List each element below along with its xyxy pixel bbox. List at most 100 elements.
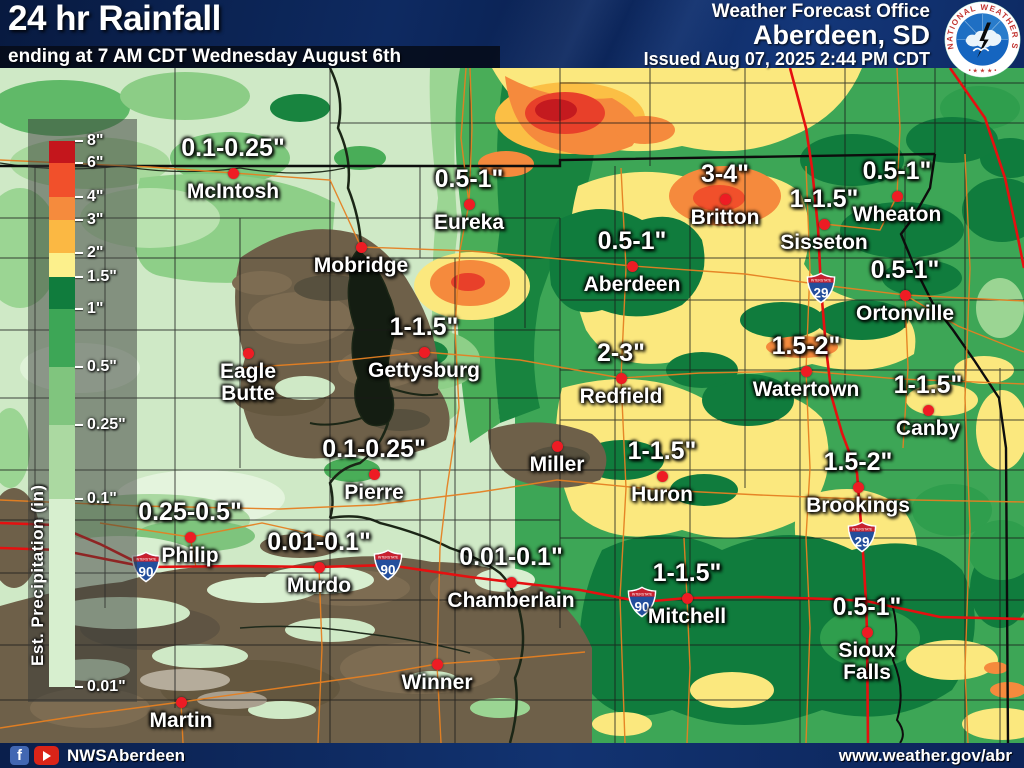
city-label: Mobridge [313, 254, 409, 277]
legend-tick [75, 276, 83, 278]
city-label: Mitchell [647, 605, 727, 628]
legend-tick-label: 2" [87, 244, 104, 261]
legend-tick-label: 0.1" [87, 490, 117, 507]
city-dot [853, 482, 864, 493]
rainfall-amount-label: 1.5-2" [823, 448, 893, 476]
logo-gull [972, 47, 990, 52]
rainfall-amount-label: 0.5-1" [434, 165, 504, 193]
city-label: Miller [529, 453, 585, 476]
city-label: Britton [690, 206, 760, 229]
state-borders [0, 152, 1010, 743]
rainfall-amount-label: 2-3" [597, 339, 645, 367]
city-label: Ortonville [855, 302, 955, 325]
legend-tick [75, 424, 83, 426]
youtube-icon [34, 746, 59, 765]
svg-text:90: 90 [634, 600, 649, 615]
interstate-90-shield: INTERSTATE 90 [373, 549, 403, 586]
svg-text:INTERSTATE: INTERSTATE [632, 592, 653, 596]
interstate-90-shield: INTERSTATE 90 [627, 586, 657, 623]
city-label: Redfield [579, 385, 663, 408]
legend-title: Est. Precipitation (in) [28, 484, 47, 666]
svg-text:90: 90 [380, 563, 395, 578]
legend-segment [49, 220, 75, 253]
nws-logo: NATIONAL WEATHER SERVICE • ★ ★ ★ • [944, 1, 1021, 78]
footer-bar: f NWSAberdeen www.weather.gov/abr [0, 743, 1024, 768]
city-dot [720, 194, 731, 205]
svg-text:INTERSTATE: INTERSTATE [136, 557, 157, 561]
legend-tick-label: 4" [87, 188, 104, 205]
city-label: Aberdeen [583, 273, 681, 296]
city-label: Eureka [433, 211, 505, 234]
legend-tick [75, 366, 83, 368]
city-label: Sioux Falls [838, 639, 896, 684]
subtitle-bar: ending at 7 AM CDT Wednesday August 6th [0, 46, 500, 68]
city-dot [228, 168, 239, 179]
subtitle-text: ending at 7 AM CDT Wednesday August 6th [8, 46, 402, 67]
city-label: McIntosh [186, 180, 280, 203]
legend-tick [75, 140, 83, 142]
legend-tick [75, 196, 83, 198]
rainfall-amount-label: 0.1-0.25" [322, 435, 426, 463]
city-label: Eagle Butte [219, 360, 277, 405]
interstate-29-shield: INTERSTATE 29 [806, 272, 836, 309]
rainfall-amount-label: 3-4" [701, 160, 749, 188]
city-dot [185, 532, 196, 543]
rainfall-amount-label: 0.5-1" [870, 256, 940, 284]
map-area: INTERSTATE 90 INTERSTATE 90 INTERSTATE 90 INTE… [0, 68, 1024, 743]
interstate-29-shield: INTERSTATE 29 [847, 521, 877, 558]
legend-tick-label: 1.5" [87, 268, 117, 285]
city-label: Philip [161, 544, 219, 567]
city-label: Brookings [806, 494, 910, 517]
rainfall-amount-label: 0.5-1" [597, 227, 667, 255]
shield-layer: INTERSTATE 90 INTERSTATE 90 INTERSTATE 90 INTE… [0, 68, 1024, 743]
legend-tick-label: 6" [87, 154, 104, 171]
city-label: Pierre [344, 481, 404, 504]
city-dot [801, 366, 812, 377]
city-dot [314, 562, 325, 573]
header-bar: 24 hr Rainfall ending at 7 AM CDT Wednes… [0, 0, 1024, 78]
city-dot [432, 659, 443, 670]
city-dot [464, 199, 475, 210]
city-dot [627, 261, 638, 272]
svg-text:90: 90 [138, 565, 153, 580]
city-dot [819, 219, 830, 230]
rainfall-amount-label: 1-1.5" [627, 437, 697, 465]
legend-tick-label: 0.01" [87, 678, 126, 695]
city-label: Wheaton [852, 203, 942, 226]
interstate-90-shield: INTERSTATE 90 [131, 551, 161, 588]
rainfall-amount-label: 1-1.5" [389, 313, 459, 341]
rainfall-amount-label: 0.1-0.25" [181, 134, 285, 162]
city-label: Winner [401, 671, 473, 694]
city-dot [176, 697, 187, 708]
legend-segment [49, 141, 75, 163]
legend-segment [49, 499, 75, 687]
facebook-icon: f [10, 746, 29, 765]
rainfall-amount-label: 0.01-0.1" [459, 543, 563, 571]
rainfall-amount-label: 1.5-2" [771, 332, 841, 360]
city-dot [923, 405, 934, 416]
legend-panel: Est. Precipitation (in) 8" 6" 4" 3" 2" 1.5" 1"… [28, 119, 137, 702]
social-handle: NWSAberdeen [67, 745, 186, 765]
city-dot [356, 242, 367, 253]
office-name: Aberdeen, SD [752, 20, 930, 50]
rainfall-amount-label: 1-1.5" [789, 185, 859, 213]
city-label: Chamberlain [447, 589, 575, 612]
legend-segment [49, 197, 75, 220]
website-url: www.weather.gov/abr [838, 745, 1012, 765]
city-dot [892, 191, 903, 202]
rainfall-amount-label: 1-1.5" [893, 371, 963, 399]
city-label: Gettysburg [367, 359, 481, 382]
office-info: Weather Forecast Office Aberdeen, SD Iss… [644, 2, 930, 70]
svg-text:29: 29 [813, 286, 828, 301]
svg-text:29: 29 [854, 535, 869, 550]
legend-segment [49, 277, 75, 309]
svg-text:INTERSTATE: INTERSTATE [378, 555, 399, 559]
rainfall-amount-label: 1-1.5" [652, 559, 722, 587]
legend-tick [75, 498, 83, 500]
legend-segment [49, 367, 75, 425]
city-dot [369, 469, 380, 480]
city-label: Martin [149, 709, 213, 732]
legend-segment [49, 163, 75, 197]
city-dot [862, 627, 873, 638]
